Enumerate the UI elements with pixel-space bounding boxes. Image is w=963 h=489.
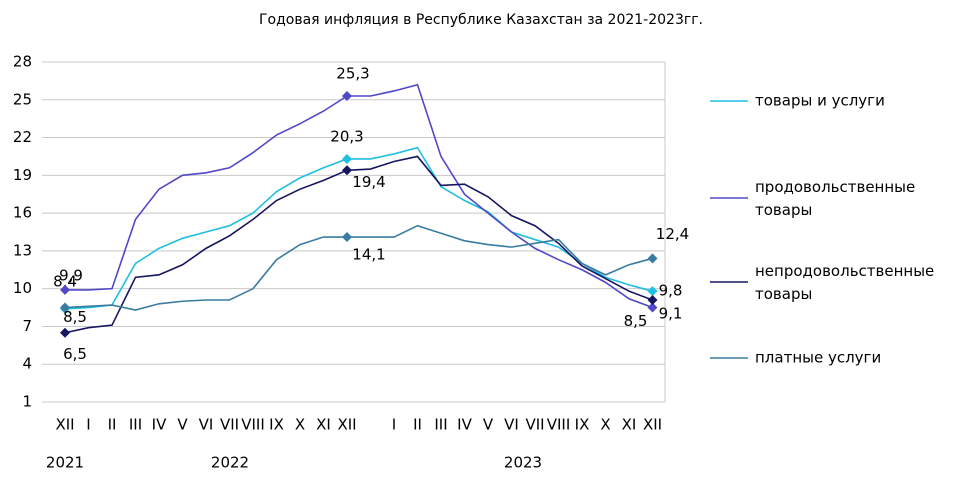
x-tick-label: VI: [504, 416, 519, 434]
x-tick-label: XII: [55, 416, 74, 434]
data-label: 8,5: [63, 308, 87, 326]
point-marker: [342, 91, 352, 101]
x-tick-label: VIII: [547, 416, 571, 434]
y-tick-label: 25: [13, 90, 32, 108]
data-label: 14,1: [352, 246, 385, 264]
y-tick-label: 7: [22, 317, 32, 335]
y-tick-label: 10: [13, 279, 32, 297]
y-tick-label: 28: [13, 53, 32, 71]
legend-label: товары и услуги: [755, 92, 885, 110]
point-marker: [647, 295, 658, 305]
point-marker: [647, 302, 658, 313]
x-tick-label: IX: [575, 416, 590, 434]
point-marker: [342, 232, 352, 243]
legend-label: непродовольственные товары: [755, 262, 939, 303]
point-marker: [60, 302, 70, 313]
data-label: 8,5: [624, 312, 648, 330]
year-label: 2023: [504, 454, 542, 472]
data-label: 8,4: [53, 272, 77, 290]
point-marker: [342, 153, 352, 164]
legend-label: платные услуги: [755, 349, 881, 367]
x-tick-label: XI: [622, 416, 637, 434]
data-label: 19,4: [352, 173, 385, 191]
data-label: 9,1: [659, 305, 683, 323]
x-tick-label: VII: [525, 416, 544, 434]
y-tick-label: 4: [22, 355, 32, 373]
y-tick-label: 13: [13, 241, 32, 259]
x-tick-label: II: [108, 416, 117, 434]
chart-title: Годовая инфляция в Республике Казахстан …: [259, 12, 703, 28]
data-label: 6,5: [63, 345, 87, 363]
x-tick-label: XII: [337, 416, 356, 434]
y-tick-label: 19: [13, 166, 32, 184]
x-tick-label: II: [413, 416, 422, 434]
year-label: 2021: [46, 454, 84, 472]
y-tick-label: 16: [13, 204, 32, 222]
point-marker: [647, 253, 658, 264]
data-label: 25,3: [336, 65, 369, 83]
x-tick-label: IV: [152, 416, 167, 434]
x-tick-label: VIII: [241, 416, 265, 434]
x-tick-label: X: [295, 416, 305, 434]
x-tick-label: V: [177, 416, 188, 434]
point-marker: [647, 286, 658, 297]
point-marker: [60, 284, 70, 295]
x-tick-label: XII: [643, 416, 662, 434]
x-tick-label: I: [392, 416, 396, 434]
x-tick-label: I: [86, 416, 90, 434]
x-tick-label: III: [434, 416, 447, 434]
year-label: 2022: [211, 454, 249, 472]
point-marker: [60, 327, 70, 338]
x-tick-label: IX: [269, 416, 284, 434]
point-marker: [342, 165, 352, 176]
data-label: 20,3: [330, 127, 363, 145]
x-tick-label: IV: [457, 416, 472, 434]
series-line: [64, 146, 653, 310]
y-tick-label: 1: [22, 393, 32, 411]
data-label: 9,8: [659, 282, 683, 300]
data-label: 12,4: [656, 225, 689, 243]
legend-label: продовольственные товары: [755, 178, 920, 219]
y-tick-label: 22: [13, 128, 32, 146]
series-line: [64, 224, 653, 311]
x-tick-label: VI: [199, 416, 214, 434]
x-tick-label: X: [600, 416, 610, 434]
data-label: 9,9: [59, 266, 83, 284]
x-tick-label: VII: [220, 416, 239, 434]
series-line: [65, 83, 653, 309]
x-tick-label: XI: [316, 416, 331, 434]
x-tick-label: III: [129, 416, 142, 434]
x-tick-label: V: [483, 416, 494, 434]
